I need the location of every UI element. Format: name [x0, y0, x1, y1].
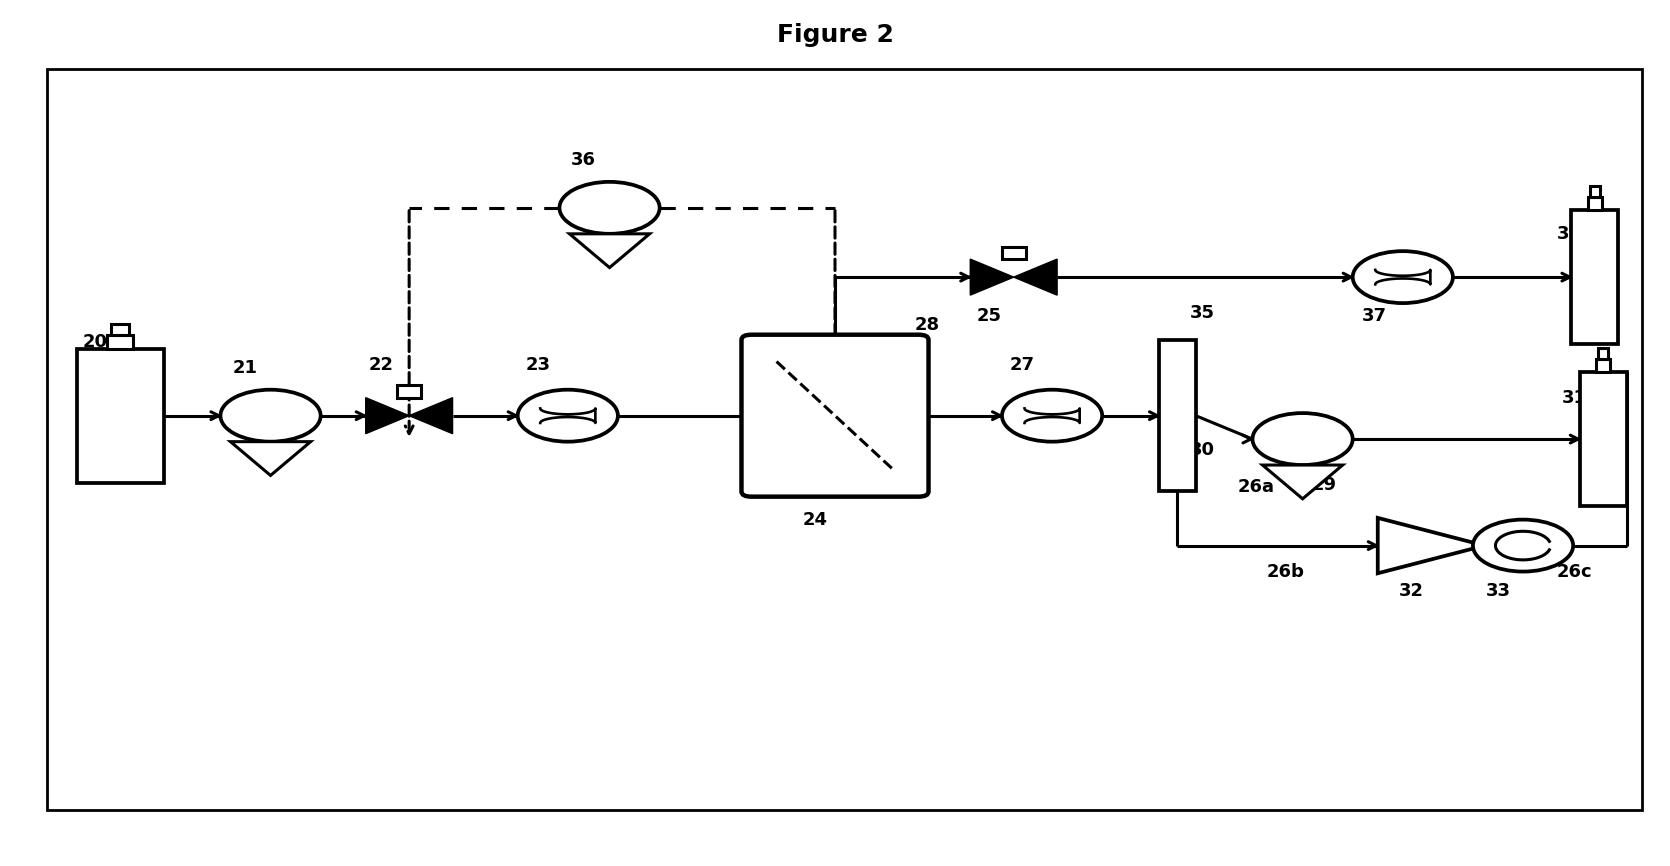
Text: 26c: 26c [1556, 563, 1593, 580]
Text: 26a: 26a [1237, 478, 1274, 495]
Bar [1588, 197, 1602, 210]
Text: 28: 28 [913, 316, 940, 333]
Text: 21: 21 [234, 359, 257, 377]
Text: 26b: 26b [1268, 563, 1304, 580]
Bar [1598, 348, 1608, 359]
Circle shape [559, 182, 660, 234]
Bar [1580, 372, 1627, 506]
Text: 25: 25 [977, 307, 1000, 325]
Polygon shape [1014, 259, 1057, 295]
Polygon shape [366, 397, 409, 434]
Text: 26: 26 [790, 357, 813, 374]
Circle shape [1252, 413, 1353, 465]
Bar [1590, 186, 1600, 197]
Text: 29: 29 [1313, 476, 1336, 494]
Text: Figure 2: Figure 2 [777, 23, 893, 47]
Bar [1159, 339, 1196, 492]
Bar [107, 335, 134, 348]
Circle shape [1353, 251, 1453, 303]
Polygon shape [569, 234, 650, 268]
Polygon shape [409, 397, 453, 434]
Polygon shape [230, 442, 311, 475]
FancyBboxPatch shape [741, 335, 929, 497]
Text: 36: 36 [571, 152, 595, 169]
Circle shape [220, 390, 321, 442]
Text: 30: 30 [1191, 442, 1214, 459]
Bar [47, 69, 1642, 810]
Bar [1571, 210, 1618, 345]
Text: 37: 37 [1363, 307, 1386, 325]
Polygon shape [970, 259, 1014, 295]
Polygon shape [1378, 518, 1485, 573]
Text: 31: 31 [1563, 390, 1586, 407]
Bar [112, 325, 129, 335]
Bar [77, 349, 164, 483]
Polygon shape [1263, 465, 1343, 499]
Text: 24: 24 [803, 511, 827, 528]
Text: 22: 22 [369, 357, 392, 374]
Circle shape [518, 390, 618, 442]
Text: 33: 33 [1486, 582, 1510, 599]
Text: 23: 23 [526, 357, 549, 374]
Text: 39: 39 [1558, 225, 1581, 242]
Circle shape [1473, 520, 1573, 572]
Bar [397, 385, 421, 397]
Text: 32: 32 [1399, 582, 1423, 599]
Bar [1597, 359, 1610, 372]
Text: 35: 35 [1191, 305, 1214, 322]
Text: 27: 27 [1010, 357, 1034, 374]
Text: 20: 20 [84, 333, 107, 351]
Bar [1002, 247, 1025, 259]
Circle shape [1002, 390, 1102, 442]
